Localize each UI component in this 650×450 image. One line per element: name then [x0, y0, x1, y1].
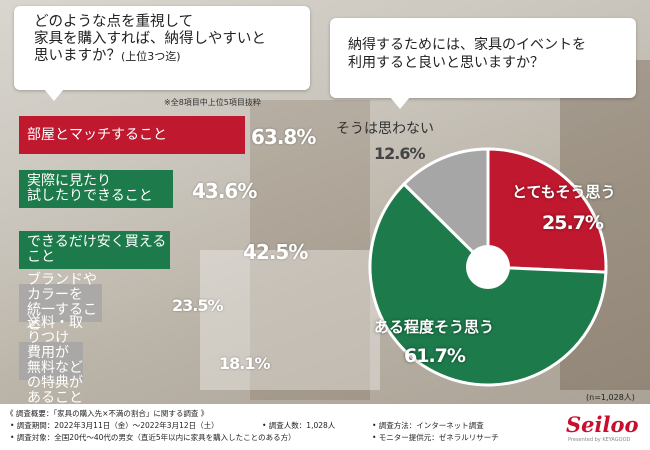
- bar-value-label: 63.8%: [251, 125, 316, 149]
- bar-label: 部屋とマッチすること: [27, 126, 167, 143]
- donut-hole: [466, 245, 510, 289]
- bar-label: 実際に見たり 試したりできること: [27, 173, 153, 204]
- survey-count: • 調査人数：1,028人: [262, 421, 336, 430]
- donut-chart: [368, 147, 608, 387]
- background-bed: [200, 250, 380, 390]
- bar-1: 部屋とマッチすること: [19, 116, 245, 154]
- question1-text: どのような点を重視して 家具を購入すれば、納得しやすいと 思いますか？(上位3つ…: [34, 14, 294, 65]
- footer: 《 調査概要：「家具の購入先×不満の割合」に関する調査 》 • 調査期間：202…: [0, 404, 650, 450]
- seiloo-logo: Seiloo: [566, 412, 639, 437]
- survey-title: 《 調査概要：「家具の購入先×不満の割合」に関する調査 》: [6, 409, 209, 418]
- question1-main: どのような点を重視して 家具を購入すれば、納得しやすいと 思いますか？: [34, 14, 266, 64]
- bar-value-label: 23.5%: [172, 296, 224, 315]
- survey-target: • 調査対象：全国20代～40代の男女（直近5年以内に家具を購入したことのある方…: [10, 433, 296, 442]
- sample-size: (n=1,028人): [586, 393, 635, 402]
- donut-label: ある程度そう思う: [374, 318, 495, 336]
- bubble-tail: [44, 89, 64, 101]
- survey-method: • 調査方法：インターネット調査: [372, 421, 484, 430]
- donut-slice-3: [401, 147, 490, 271]
- bar-2: 実際に見たり 試したりできること: [19, 170, 173, 208]
- donut-label: とてもそう思う: [512, 183, 616, 201]
- donut-value-label: 25.7%: [542, 212, 604, 234]
- bar-value-label: 18.1%: [219, 354, 271, 373]
- question1-note: ※全8項目中上位5項目抜粋: [164, 98, 261, 107]
- survey-provider: • モニター提供元：ゼネラルリサーチ: [372, 433, 499, 442]
- question1-subtext: (上位3つ迄): [121, 50, 181, 63]
- bar-label: できるだけ安く買えること: [27, 234, 167, 265]
- donut-value-label: 12.6%: [374, 144, 426, 163]
- donut-value-label: 61.7%: [404, 345, 466, 367]
- bar-5: 送料・取りつけ費用が 無料などの特典があること: [19, 316, 83, 406]
- bar-label: 送料・取りつけ費用が 無料などの特典があること: [27, 315, 83, 406]
- donut-slice-1: [486, 147, 608, 274]
- bar-4: ブランドやカラーを 統一すること: [19, 273, 102, 333]
- logo-subtitle: Presented by KEYAGOOD: [568, 437, 631, 443]
- question2-bubble: [330, 18, 636, 109]
- bar-label: ブランドやカラーを 統一すること: [27, 272, 97, 333]
- bubble-tail: [390, 97, 410, 109]
- question2-text: 納得するためには、家具のイベントを 利用すると良いと思いますか？: [348, 37, 586, 71]
- bar-value-label: 43.6%: [192, 179, 257, 203]
- bar-3: できるだけ安く買えること: [19, 231, 170, 269]
- survey-period: • 調査期間：2022年3月11日（金）～2022年3月12日（土）: [10, 421, 219, 430]
- bar-value-label: 42.5%: [243, 240, 308, 264]
- question1-bubble: [14, 6, 310, 101]
- background-shelf: [250, 100, 370, 400]
- donut-label: そうは思わない: [336, 121, 434, 137]
